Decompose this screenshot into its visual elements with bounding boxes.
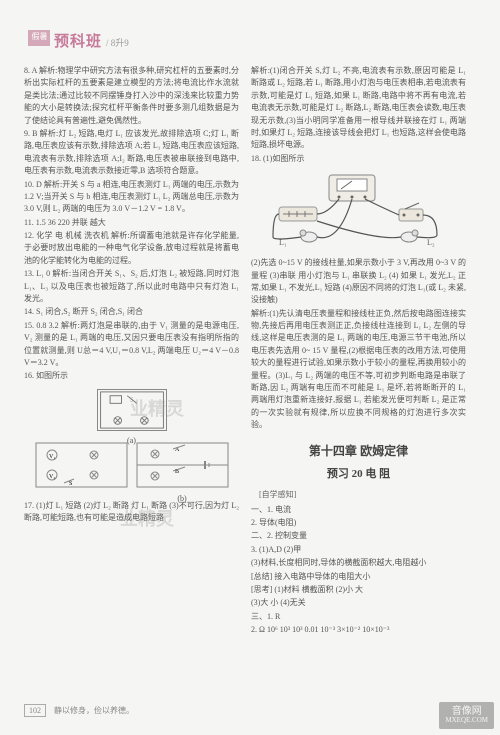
item-8: 8. A 解析:物理学中研究方法有很多种,研究杠杆的五要素时,分析出实际杠杆的五… (24, 65, 239, 127)
r-i9: 三、1. R (251, 611, 466, 623)
r-i7: (1)材料 横截面积 (2)小 大 (274, 585, 363, 594)
r-i8: (3)大 小 (4)无关 (251, 597, 466, 609)
header-sub: / 8升9 (106, 36, 129, 49)
sum-tag: [总结] (251, 572, 272, 581)
fig-label-b: (b) (177, 493, 186, 505)
circuit-b1: V₁ V₂ S (34, 441, 129, 489)
preview-title: 预习 20 电 阻 (251, 466, 466, 483)
right-cont: 解析:(1)闭合开关 S,灯 L₂ 不亮,电流表有示数,原因可能是 L₁ 断路或… (251, 65, 466, 152)
self-tag: [自学感知] (259, 489, 466, 501)
item-14: 14. S₁ 闭合,S₂ 断开 S₂ 闭合,S₁ 闭合 (24, 306, 239, 318)
svg-text:V₂: V₂ (49, 474, 55, 480)
page-number: 102 (24, 704, 46, 717)
svg-text:L₂: L₂ (427, 238, 435, 247)
corner-watermark: 音像网 MXEQE.COM (439, 702, 494, 729)
svg-text:S: S (69, 481, 72, 487)
page-header: 暑假 预科班 / 8升9 (24, 30, 476, 51)
header-title: 预科班 (54, 30, 102, 51)
figure-row-b: V₁ V₂ S (24, 441, 239, 493)
footer-motto: 静以修身，俭以养德。 (54, 706, 134, 715)
svg-text:V₁: V₁ (49, 454, 55, 460)
r-i3: 二、2. 控制变量 (251, 530, 466, 542)
physical-circuit: L₁ L₂ (269, 171, 449, 251)
item-15: 15. 0.8 3.2 解析:两灯泡是串联的,由于 V₁ 测量的是电源电压, V… (24, 320, 239, 370)
right-column: 解析:(1)闭合开关 S,灯 L₂ 不亮,电流表有示数,原因可能是 L₁ 断路或… (251, 65, 466, 638)
figure-row-a: S (a) (24, 389, 239, 435)
svg-text:S: S (130, 397, 133, 403)
corner-l2: MXEQE.COM (445, 717, 488, 725)
item-9: 9. B 解析:灯 L₂ 短路,电灯 L₁ 应该发光,故排除选项 C;灯 L₁ … (24, 128, 239, 178)
left-column: 8. A 解析:物理学中研究方法有很多种,研究杠杆的五要素时,分析出实际杠杆的五… (24, 65, 239, 638)
item-18: 18. (1)如图所示 (251, 153, 466, 165)
think-tag: [思考] (251, 585, 272, 594)
circuit-a: S (97, 389, 167, 431)
item-12: 12. 化学 电 机械 洗衣机 解析:所谓蓄电池就是许存化学能量,于必要时放出电… (24, 230, 239, 267)
r-i5: (3)材料,长度相同时,导体的横截面积越大,电阻越小 (251, 557, 466, 569)
item-13: 13. L₁ 0 解析:当闭合开关 S₁、S₂ 后,灯泡 L₂ 被短路,同时灯泡… (24, 268, 239, 305)
r-i10: 2. Ω 10⁶ 10³ 10³ 0.01 10⁻³ 3×10⁻² 10×10⁻… (251, 624, 466, 636)
r-i6: 接入电路中导体的电阻大小 (274, 572, 370, 581)
header-badge: 暑假 (28, 30, 50, 46)
circuit-b2: A B (135, 441, 230, 489)
item-17: 17. (1)灯 L₁ 短路 (2)灯 L₂ 断路 灯 L₁ 断路 (3)不可行… (24, 500, 239, 525)
r-i1: 一、1. 电流 (251, 504, 466, 516)
item-11: 11. 1.5 36 220 并联 越大 (24, 217, 239, 229)
r-i4: 3. (1)A,D (2)甲 (251, 544, 466, 556)
right-analysis: 解析:(1)先认清电压表量程和接线柱正负,然后按电路图连接实物,先接后再用电压表… (251, 308, 466, 432)
r-i2: 2. 导体(电阻) (251, 517, 466, 529)
item-18b: (2)先选 0~15 V 的接线柱量,如果示数小于 3 V,再改用 0~3 V … (251, 257, 466, 307)
item-10: 10. D 解析:开关 S 与 a 相连,电压表测灯 L₁ 两端的电压,示数为 … (24, 179, 239, 216)
page-footer: 102 静以修身，俭以养德。 (24, 704, 134, 717)
chapter-title: 第十四章 欧姆定律 (251, 442, 466, 461)
item-16: 16. 如图所示 (24, 370, 239, 382)
